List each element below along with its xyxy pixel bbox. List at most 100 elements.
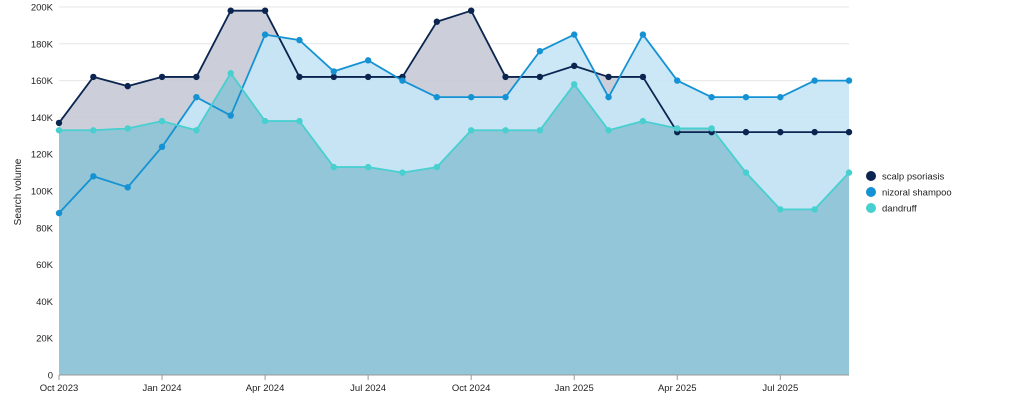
- point-nizoral-shampoo[interactable]: [777, 93, 784, 101]
- point-scalp-psoriasis[interactable]: [364, 73, 372, 81]
- area-fills: [59, 10, 849, 376]
- y-tick-label: 140K: [31, 113, 54, 124]
- point-nizoral-shampoo[interactable]: [364, 57, 372, 64]
- point-scalp-psoriasis[interactable]: [536, 73, 544, 81]
- point-scalp-psoriasis[interactable]: [296, 73, 303, 81]
- point-nizoral-shampoo[interactable]: [502, 93, 509, 101]
- x-tick-label: Jul 2025: [762, 383, 798, 394]
- point-nizoral-shampoo[interactable]: [193, 93, 200, 101]
- point-dandruff[interactable]: [124, 125, 131, 132]
- legend: scalp psoriasis nizoral shampoo dandruff: [866, 171, 952, 215]
- point-dandruff[interactable]: [193, 127, 200, 134]
- point-dandruff[interactable]: [502, 127, 509, 134]
- x-tick-label: Apr 2024: [246, 383, 285, 394]
- point-scalp-psoriasis[interactable]: [639, 73, 647, 81]
- point-nizoral-shampoo[interactable]: [261, 31, 269, 38]
- point-scalp-psoriasis[interactable]: [158, 73, 166, 81]
- point-dandruff[interactable]: [330, 163, 337, 171]
- legend-label: dandruff: [882, 204, 917, 215]
- y-tick-label: 80K: [36, 223, 54, 234]
- legend-item-nizoral-shampoo[interactable]: nizoral shampoo: [866, 187, 952, 199]
- point-dandruff[interactable]: [158, 117, 166, 125]
- point-dandruff[interactable]: [364, 163, 372, 171]
- point-scalp-psoriasis[interactable]: [502, 73, 509, 81]
- point-scalp-psoriasis[interactable]: [742, 128, 750, 136]
- point-nizoral-shampoo[interactable]: [467, 93, 475, 101]
- point-dandruff[interactable]: [433, 163, 441, 171]
- point-dandruff[interactable]: [571, 81, 578, 88]
- point-scalp-psoriasis[interactable]: [571, 62, 578, 70]
- point-nizoral-shampoo[interactable]: [742, 93, 750, 101]
- point-nizoral-shampoo[interactable]: [674, 77, 681, 84]
- point-nizoral-shampoo[interactable]: [296, 36, 303, 44]
- point-nizoral-shampoo[interactable]: [605, 93, 612, 101]
- point-dandruff[interactable]: [708, 125, 715, 132]
- y-tick-label: 40K: [36, 297, 54, 308]
- legend-label: scalp psoriasis: [882, 172, 945, 183]
- y-tick-label: 160K: [31, 76, 54, 87]
- series-points: [55, 7, 853, 217]
- point-dandruff[interactable]: [467, 127, 475, 134]
- point-dandruff[interactable]: [90, 127, 97, 134]
- point-scalp-psoriasis[interactable]: [124, 82, 131, 90]
- point-nizoral-shampoo[interactable]: [90, 173, 97, 180]
- point-nizoral-shampoo[interactable]: [55, 209, 63, 217]
- point-dandruff[interactable]: [296, 117, 303, 125]
- point-scalp-psoriasis[interactable]: [605, 73, 612, 81]
- point-scalp-psoriasis[interactable]: [433, 18, 441, 25]
- x-axis: Oct 2023 Jan 2024 Apr 2024 Jul 2024 Oct 2024…: [40, 374, 849, 394]
- point-scalp-psoriasis[interactable]: [330, 73, 337, 81]
- point-nizoral-shampoo[interactable]: [811, 77, 818, 84]
- point-scalp-psoriasis[interactable]: [811, 128, 818, 136]
- y-axis-title: Search volume: [13, 158, 24, 225]
- point-nizoral-shampoo[interactable]: [536, 47, 544, 55]
- line-nizoral-shampoo: [58, 33, 849, 214]
- x-tick-label: Jul 2024: [350, 383, 386, 394]
- point-dandruff[interactable]: [261, 117, 269, 125]
- y-tick-label: 120K: [31, 150, 54, 161]
- x-tick-label: Oct 2024: [452, 383, 491, 394]
- point-scalp-psoriasis[interactable]: [193, 73, 200, 81]
- point-dandruff[interactable]: [536, 127, 544, 134]
- legend-swatch: [866, 187, 876, 197]
- point-dandruff[interactable]: [605, 127, 612, 134]
- point-dandruff[interactable]: [639, 117, 647, 125]
- point-nizoral-shampoo[interactable]: [124, 184, 131, 191]
- point-scalp-psoriasis[interactable]: [845, 128, 853, 136]
- point-nizoral-shampoo[interactable]: [330, 68, 337, 75]
- legend-item-dandruff[interactable]: dandruff: [866, 203, 917, 215]
- point-nizoral-shampoo[interactable]: [708, 93, 715, 101]
- point-dandruff[interactable]: [674, 125, 681, 132]
- point-nizoral-shampoo[interactable]: [158, 143, 166, 151]
- y-axis: 0 20K 40K 60K 80K 100K 120K 140K 160K 180K 200K: [31, 3, 54, 382]
- y-tick-label: 100K: [31, 187, 54, 198]
- point-nizoral-shampoo[interactable]: [571, 31, 578, 38]
- point-nizoral-shampoo[interactable]: [433, 93, 441, 101]
- y-tick-label: 0: [48, 371, 53, 382]
- point-dandruff[interactable]: [399, 169, 406, 176]
- point-dandruff[interactable]: [777, 206, 784, 213]
- point-dandruff[interactable]: [845, 169, 853, 176]
- point-nizoral-shampoo[interactable]: [227, 112, 234, 119]
- x-tick-label: Jan 2025: [555, 383, 594, 394]
- area-dandruff: [59, 73, 849, 376]
- x-tick-label: Oct 2023: [40, 383, 79, 394]
- point-dandruff[interactable]: [55, 127, 63, 134]
- point-scalp-psoriasis[interactable]: [261, 7, 269, 14]
- point-scalp-psoriasis[interactable]: [777, 128, 784, 136]
- legend-swatch: [866, 171, 876, 181]
- point-scalp-psoriasis[interactable]: [90, 73, 97, 81]
- point-dandruff[interactable]: [811, 206, 818, 213]
- point-nizoral-shampoo[interactable]: [639, 31, 647, 38]
- legend-item-scalp-psoriasis[interactable]: scalp psoriasis: [866, 171, 945, 183]
- point-scalp-psoriasis[interactable]: [467, 7, 475, 14]
- point-dandruff[interactable]: [742, 169, 750, 176]
- point-nizoral-shampoo[interactable]: [399, 77, 406, 84]
- point-scalp-psoriasis[interactable]: [227, 7, 234, 14]
- point-nizoral-shampoo[interactable]: [845, 77, 853, 84]
- y-tick-label: 60K: [36, 260, 54, 271]
- point-scalp-psoriasis[interactable]: [55, 119, 63, 127]
- legend-swatch: [866, 203, 876, 213]
- point-dandruff[interactable]: [227, 70, 234, 77]
